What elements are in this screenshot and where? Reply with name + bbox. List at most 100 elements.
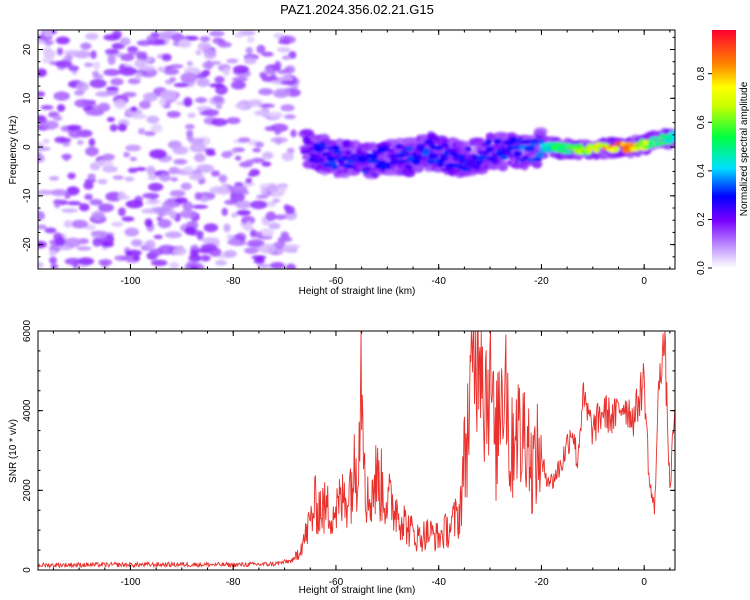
- spectrogram-ridge-halo: [533, 127, 548, 136]
- spectrogram-noise-blob: [83, 181, 94, 190]
- spectrogram-noise-blob: [103, 68, 121, 77]
- spectrogram-noise-blob: [256, 44, 266, 54]
- spectrogram-noise-blob: [107, 55, 116, 66]
- spectrogram-noise-blob: [125, 199, 144, 209]
- spectrogram-ridge-core: [491, 159, 498, 165]
- spectrogram-noise-blob: [38, 224, 47, 230]
- spectrogram-noise-blob: [210, 170, 220, 177]
- spectrogram-noise-blob: [44, 227, 57, 234]
- spectrogram-noise-blob: [267, 111, 284, 119]
- spectrogram-noise-blob: [232, 65, 250, 74]
- spectrogram-ridge-core: [460, 167, 471, 172]
- spectrogram-noise-blob: [241, 215, 256, 225]
- spectrogram-noise-blob: [169, 209, 177, 220]
- spectrogram-ridge-core: [671, 136, 675, 141]
- spectrogram-noise-blob: [237, 137, 251, 143]
- spectrogram-noise-blob: [63, 153, 70, 162]
- spectrogram-ridge-core: [411, 159, 421, 165]
- spectrogram-noise-blob: [97, 102, 111, 112]
- spectrogram-ytick-label: 0: [22, 144, 33, 150]
- spectrogram-noise-blob: [242, 181, 255, 187]
- spectrogram-ridge-core: [450, 152, 459, 157]
- snr-ylabel: SNR (10 * v/v): [8, 419, 19, 483]
- spectrogram-ridge-core: [306, 140, 314, 145]
- spectrogram-noise-blob: [188, 254, 202, 262]
- spectrogram-noise-blob: [42, 47, 52, 53]
- spectrogram-ridge-core: [423, 148, 431, 153]
- spectrogram-noise-blob: [223, 249, 237, 258]
- spectrogram-noise-blob: [173, 158, 188, 165]
- spectrogram-ridge-core: [513, 150, 523, 157]
- spectrogram-noise-blob: [161, 53, 172, 62]
- spectrogram-noise-blob: [113, 99, 127, 110]
- spectrogram-ridge-core: [537, 139, 545, 145]
- spectrogram-noise-blob: [265, 69, 277, 75]
- spectrogram-noise-blob: [196, 77, 210, 88]
- spectrogram-noise-blob: [277, 237, 286, 244]
- spectrogram-noise-blob: [98, 259, 113, 266]
- spectrogram-noise-blob: [209, 30, 225, 37]
- spectrogram-ridge-core: [321, 152, 333, 157]
- spectrogram-noise-blob: [189, 265, 199, 269]
- spectrogram-noise-blob: [136, 40, 152, 46]
- spectrogram-noise-blob: [281, 152, 294, 162]
- spectrogram-noise-blob: [229, 184, 248, 194]
- spectrogram-noise-blob: [244, 247, 259, 255]
- colorbar-tick-label: 0.8: [696, 66, 707, 80]
- spectrogram-noise-blob: [193, 153, 206, 163]
- spectrogram-noise-blob: [196, 164, 215, 173]
- snr-xtick-label: 0: [641, 577, 647, 588]
- spectrogram-noise-blob: [261, 51, 274, 57]
- spectrogram-noise-blob: [184, 165, 194, 173]
- spectrogram-noise-blob: [169, 190, 186, 197]
- spectrogram-noise-blob: [221, 182, 228, 192]
- spectrogram-noise-blob: [214, 76, 225, 84]
- spectrogram-noise-blob: [68, 65, 80, 72]
- spectrogram-noise-blob: [184, 123, 195, 130]
- spectrogram-noise-blob: [38, 146, 51, 151]
- spectrogram-noise-blob: [277, 69, 288, 75]
- spectrogram-noise-blob: [197, 42, 212, 51]
- spectrogram-noise-blob: [200, 243, 218, 252]
- spectrogram-ridge-core: [428, 153, 438, 160]
- spectrogram-noise-blob: [48, 176, 60, 181]
- spectrogram-ridge-core: [502, 151, 512, 156]
- spectrogram-noise-blob: [53, 115, 63, 121]
- spectrogram-noise-blob: [118, 191, 126, 199]
- spectrogram-ridge-halo: [531, 159, 543, 168]
- spectrogram-noise-blob: [226, 58, 239, 64]
- spectrogram-ylabel: Frequency (Hz): [8, 116, 19, 185]
- spectrogram-noise-blob: [123, 151, 130, 158]
- spectrogram-ridge-core: [326, 156, 337, 162]
- spectrogram-ridge-core: [465, 146, 472, 152]
- spectrogram-noise-blob: [144, 131, 156, 137]
- spectrogram-noise-blob: [66, 124, 82, 131]
- spectrogram-noise-blob: [169, 261, 180, 269]
- spectrogram-ridge-core: [325, 146, 334, 151]
- spectrogram-noise-blob: [199, 195, 209, 203]
- spectrogram-xtick-label: 0: [641, 276, 647, 287]
- spectrogram-ridge-core: [534, 152, 545, 158]
- spectrogram-noise-blob: [245, 221, 253, 230]
- spectrogram-ridge-core: [506, 145, 514, 152]
- spectrogram-noise-blob: [100, 241, 115, 248]
- spectrogram-noise-blob: [269, 201, 276, 207]
- snr-panel: -100 -80 -60 -40 -20 0 0 2000 4000 6000 Height of…: [8, 319, 676, 596]
- spectrogram-noise-blob: [283, 204, 291, 211]
- spectrogram-noise-blob: [258, 88, 274, 96]
- spectrogram-noise-blob: [85, 146, 99, 157]
- colorbar-scale: [712, 30, 736, 268]
- spectrogram-ridge-core: [479, 155, 489, 159]
- spectrogram-noise-blob: [117, 123, 127, 132]
- spectrogram-noise-blob: [118, 63, 126, 72]
- colorbar-axes: 0.0 0.2 0.4 0.6 0.8: [696, 66, 712, 275]
- snr-frame: [37, 330, 676, 571]
- spectrogram-noise-blob: [209, 186, 225, 194]
- snr-xlabel: Height of straight line (km): [299, 585, 416, 596]
- spectrogram-ridge-core: [370, 154, 379, 160]
- spectrogram-ridge-core: [435, 145, 443, 151]
- spectrogram-noise-blob: [105, 191, 123, 202]
- spectrogram-ridge-core: [309, 153, 320, 158]
- spectrogram-noise-blob: [150, 259, 168, 267]
- spectrogram-noise-blob: [63, 220, 73, 228]
